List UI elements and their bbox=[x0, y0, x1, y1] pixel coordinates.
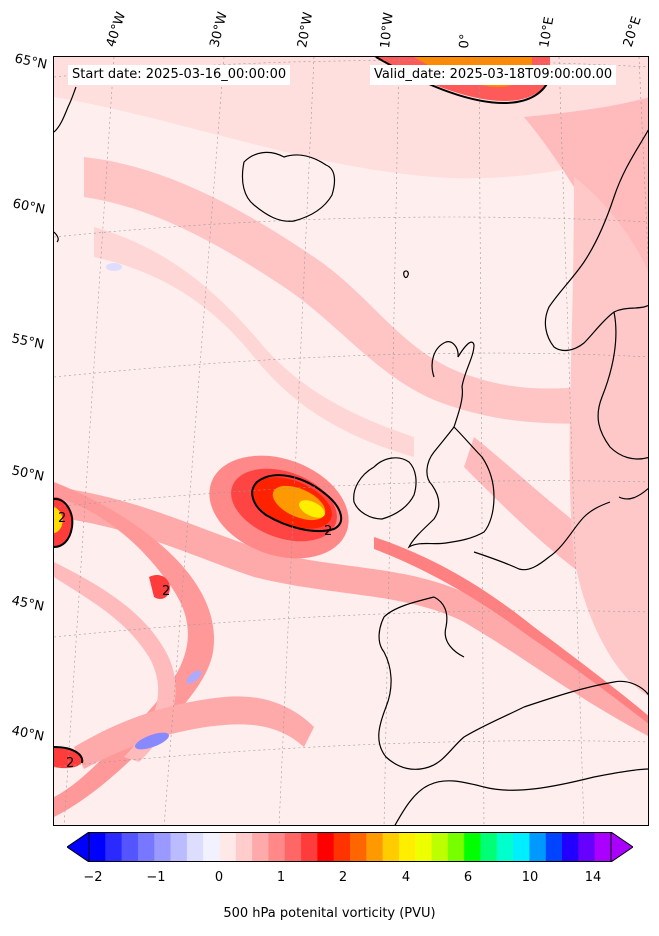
colorbar-cell bbox=[252, 832, 269, 862]
colorbar-cell bbox=[529, 832, 547, 862]
lat-label-45n: 45°N bbox=[10, 593, 46, 615]
colorbar-cell bbox=[121, 832, 139, 862]
colorbar-cell bbox=[350, 832, 367, 862]
start-date-label: Start date: 2025-03-16_00:00:00 bbox=[68, 65, 291, 85]
coast-biscay bbox=[433, 596, 465, 658]
colorbar-cell bbox=[431, 832, 449, 862]
contour-label-cutoff: 2 bbox=[324, 524, 332, 539]
lon-label-40w: 40°W bbox=[103, 10, 130, 49]
coast-england bbox=[407, 426, 495, 549]
colorbar-cell bbox=[284, 832, 302, 862]
colorbar-tick: −1 bbox=[146, 870, 166, 885]
pv-max-west-edge bbox=[54, 497, 73, 547]
colorbar-cell bbox=[447, 832, 465, 862]
colorbar-tick: 2 bbox=[338, 870, 348, 885]
colorbar-cell bbox=[382, 832, 400, 862]
coast-baltic bbox=[618, 487, 648, 500]
colorbar-tick: −2 bbox=[83, 870, 103, 885]
lat-label-40n: 40°N bbox=[10, 723, 46, 745]
colorbar-cell bbox=[513, 832, 530, 862]
pv-contour-cutoff bbox=[251, 474, 343, 533]
pv-streak-southeast bbox=[54, 487, 648, 736]
pv-band-mid bbox=[94, 227, 414, 457]
coast-france-north bbox=[473, 501, 611, 571]
colorbar-tick: 10 bbox=[521, 870, 539, 885]
colorbar-cell bbox=[235, 832, 253, 862]
colorbar-cell bbox=[268, 832, 286, 862]
pv-contour-west bbox=[54, 498, 74, 548]
colorbar-cell bbox=[89, 832, 106, 862]
colorbar-label: 500 hPa potenital vorticity (PVU) bbox=[223, 906, 436, 921]
colorbar-cell bbox=[333, 832, 351, 862]
coast-africa bbox=[394, 768, 648, 825]
colorbar-cell bbox=[301, 832, 318, 862]
colorbar-cell bbox=[366, 832, 384, 862]
colorbar-cell bbox=[398, 832, 416, 862]
contour-label-sw-corner: 2 bbox=[66, 756, 74, 771]
colorbar bbox=[67, 832, 633, 862]
lat-label-65n: 65°N bbox=[13, 51, 49, 73]
lon-label-10e: 10°E bbox=[537, 15, 558, 49]
map-panel[interactable]: 2 2 2 2 Start date: 2025-03-16_00:00:00 … bbox=[53, 56, 649, 826]
pv-band-sw2 bbox=[54, 562, 176, 762]
contour-label-sw-small: 2 bbox=[162, 584, 170, 599]
coastlines bbox=[54, 86, 648, 825]
colorbar-extend-min bbox=[67, 832, 90, 862]
colorbar-extend-max bbox=[610, 832, 633, 862]
colorbar-cell bbox=[578, 832, 596, 862]
coast-greenland bbox=[54, 86, 77, 133]
lat-label-50n: 50°N bbox=[10, 463, 46, 485]
colorbar-cell bbox=[562, 832, 579, 862]
lon-label-10w: 10°W bbox=[378, 11, 397, 50]
pv-max-southwest-small bbox=[149, 575, 170, 599]
colorbar-cell bbox=[594, 832, 612, 862]
pv-field-map: 2 2 2 2 bbox=[54, 57, 648, 825]
lon-label-30w: 30°W bbox=[207, 10, 231, 49]
colorbar-cell bbox=[105, 832, 123, 862]
lat-label-60n: 60°N bbox=[11, 196, 47, 218]
colorbar-tick: 1 bbox=[276, 870, 286, 885]
colorbar-tick: 4 bbox=[401, 870, 411, 885]
colorbar-cell bbox=[203, 832, 220, 862]
lon-label-20w: 20°W bbox=[295, 11, 317, 50]
lon-label-0: 0° bbox=[457, 33, 474, 49]
colorbar-cell bbox=[186, 832, 204, 862]
lon-label-20e: 20°E bbox=[620, 14, 645, 50]
graticule bbox=[54, 57, 648, 825]
colorbar-cell bbox=[170, 832, 188, 862]
colorbar-cell bbox=[496, 832, 514, 862]
coast-iceland bbox=[241, 151, 336, 222]
colorbar-tick: 6 bbox=[463, 870, 473, 885]
coast-ireland bbox=[353, 457, 417, 520]
colorbar-cell bbox=[219, 832, 237, 862]
contour-label-west: 2 bbox=[58, 511, 66, 526]
coast-iberia bbox=[378, 596, 525, 770]
pv-negative-3 bbox=[106, 263, 122, 271]
pv-east-land bbox=[569, 177, 648, 696]
colorbar-cell bbox=[317, 832, 335, 862]
coast-sweden bbox=[597, 311, 648, 460]
coast-norway bbox=[544, 129, 648, 352]
pv-negative-1 bbox=[134, 732, 170, 750]
pv-band-sw-lower bbox=[74, 696, 314, 769]
pv-band-sw1 bbox=[54, 482, 215, 817]
colorbar-tick: 14 bbox=[584, 870, 602, 885]
pv-max-west-edge-core bbox=[54, 507, 63, 533]
pv-streak-southeast-core bbox=[374, 537, 648, 724]
colorbar-cell bbox=[464, 832, 481, 862]
colorbar-cell bbox=[137, 832, 155, 862]
pv-cutoff-peak bbox=[299, 500, 325, 518]
colorbar-cell bbox=[480, 832, 498, 862]
lat-label-55n: 55°N bbox=[10, 331, 46, 353]
colorbar-cell bbox=[154, 832, 172, 862]
colorbar-cell bbox=[415, 832, 433, 862]
coast-faroe bbox=[403, 270, 409, 279]
pv-negative-2 bbox=[186, 670, 202, 684]
coast-scotland bbox=[431, 341, 475, 428]
coast-med bbox=[523, 680, 648, 708]
colorbar-cell bbox=[545, 832, 563, 862]
pv-contour-sw bbox=[54, 746, 84, 764]
colorbar-tick: 0 bbox=[214, 870, 224, 885]
valid-date-label: Valid_date: 2025-03-18T09:00:00.00 bbox=[370, 65, 617, 85]
